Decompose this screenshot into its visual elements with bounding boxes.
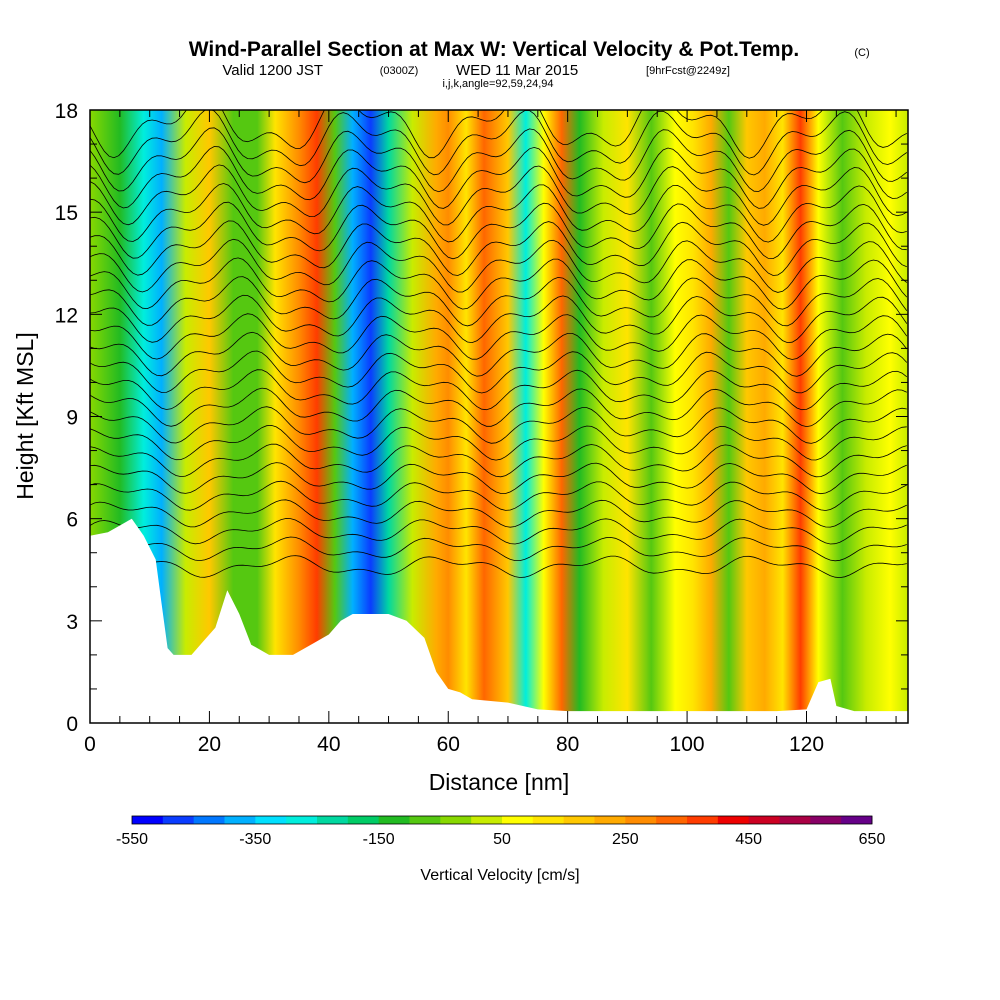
y-tick-label: 18: [55, 100, 78, 123]
isentrope-line: [90, 350, 908, 394]
colorbar-tick-label: -150: [363, 831, 395, 848]
isentrope-line: [90, 127, 908, 193]
y-tick-label: 9: [66, 407, 78, 430]
terrain-profile: [90, 518, 908, 723]
isentrope-line: [90, 536, 907, 562]
isentrope-line: [90, 294, 908, 344]
colorbar-tick-label: 650: [859, 831, 886, 848]
subtitle-forecast: [9hrFcst@2249z]: [646, 65, 730, 77]
isentrope-line: [90, 201, 907, 260]
axis-ticks: 0 20 40 60 80 100 120 0 3 6 9 12 15 18: [55, 100, 908, 756]
isentrope-line: [90, 369, 908, 411]
isentrope-line: [90, 499, 907, 528]
isentrope-line: [90, 387, 907, 428]
isentrope-line: [90, 424, 907, 461]
x-tick-label: 40: [317, 733, 340, 756]
colorbar-tick-label: -350: [239, 831, 271, 848]
colorbar-swatch: [255, 816, 287, 824]
plot-area: [90, 110, 908, 723]
y-tick-label: 15: [55, 202, 78, 225]
colorbar-swatch: [841, 816, 873, 824]
colorbar-swatch: [162, 816, 195, 824]
colorbar-tick-label: 450: [735, 831, 762, 848]
colorbar-swatch: [132, 816, 164, 824]
colorbar-swatch: [286, 816, 318, 824]
isentrope-line: [90, 406, 907, 444]
y-tick-label: 0: [66, 713, 78, 736]
isentrope-line: [90, 238, 908, 293]
colorbar-swatch: [532, 816, 565, 824]
isentrope-line: [90, 331, 908, 377]
colorbar-label: Vertical Velocity [cm/s]: [420, 867, 579, 884]
isentrope-line: [90, 257, 908, 310]
colorbar-swatch: [378, 816, 410, 824]
colorbar-tick-label: 250: [612, 831, 639, 848]
y-axis-label: Height [Kft MSL]: [12, 332, 38, 499]
isentrope-line: [90, 164, 907, 226]
colorbar-swatch: [193, 816, 225, 824]
x-tick-label: 120: [789, 733, 824, 756]
colorbar-swatch: [625, 816, 657, 824]
title-mark: (C): [854, 47, 869, 59]
subtitle-valid: Valid 1200 JST: [222, 62, 323, 79]
isentrope-line: [90, 518, 907, 545]
colorbar-swatch: [810, 816, 842, 824]
colorbar-swatch: [748, 816, 780, 824]
colorbar-swatch: [409, 816, 441, 824]
isentrope-line: [90, 443, 907, 478]
x-tick-label: 80: [556, 733, 579, 756]
colorbar-swatch: [656, 816, 688, 824]
x-tick-label: 100: [670, 733, 705, 756]
isentrope-line: [90, 146, 908, 209]
colorbar-swatch: [224, 816, 256, 824]
isentrope-line: [90, 555, 907, 579]
colorbar: -550 -350 -150 50 250 450 650: [116, 815, 886, 848]
colorbar-swatch: [317, 816, 349, 824]
colorbar-swatch: [471, 816, 503, 824]
isentrope-line: [90, 313, 908, 360]
isentrope-line: [90, 110, 908, 176]
colorbar-swatch: [687, 816, 719, 824]
subtitle-zulu: (0300Z): [380, 65, 419, 77]
colorbar-swatch: [440, 816, 472, 824]
colorbar-tick-label: -550: [116, 831, 148, 848]
colorbar-swatch: [779, 816, 811, 824]
isentrope-line: [90, 110, 907, 159]
colorbar-tick-label: 50: [493, 831, 511, 848]
isentrope-line: [90, 480, 907, 511]
isentrope-line: [90, 183, 907, 243]
isentrope-line: [90, 276, 908, 327]
colorbar-swatch: [717, 816, 750, 824]
colorbar-swatch: [347, 816, 380, 824]
x-axis-label: Distance [nm]: [429, 769, 570, 795]
colorbar-frame: [131, 815, 873, 825]
colorbar-swatch: [563, 816, 595, 824]
x-tick-label: 0: [84, 733, 96, 756]
y-tick-label: 6: [66, 509, 78, 532]
potential-temperature-contours: [90, 110, 908, 579]
x-tick-label: 20: [198, 733, 221, 756]
x-tick-label: 60: [437, 733, 460, 756]
y-tick-label: 3: [66, 611, 78, 634]
colorbar-swatch: [594, 816, 626, 824]
colorbar-swatch: [502, 816, 534, 824]
subtitle-params: i,j,k,angle=92,59,24,94: [442, 78, 553, 90]
isentrope-line: [90, 220, 907, 276]
isentrope-line: [90, 462, 907, 495]
subtitle-date: WED 11 Mar 2015: [456, 62, 578, 79]
y-tick-label: 12: [55, 304, 78, 327]
chart-title: Wind-Parallel Section at Max W: Vertical…: [189, 38, 800, 61]
